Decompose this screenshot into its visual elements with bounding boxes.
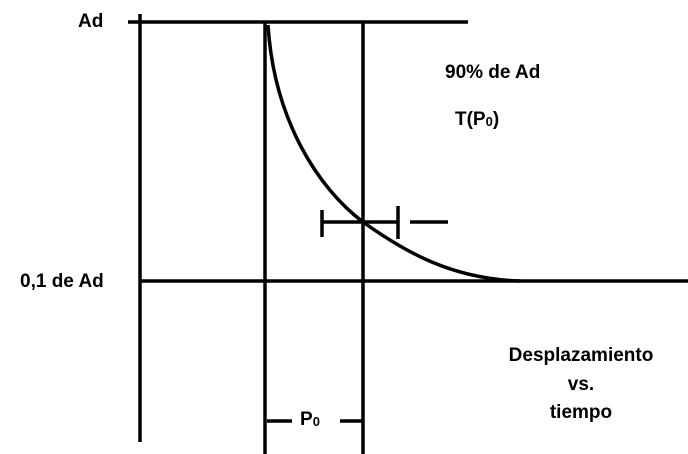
label-tenth: 0,1 de Ad xyxy=(20,271,104,292)
label-ad: Ad xyxy=(78,11,103,32)
caption-line: tiempo xyxy=(550,402,612,423)
label-ninety: 90% de Ad xyxy=(445,62,540,83)
caption-line: vs. xyxy=(568,374,594,395)
label-t-p0: T(P0) xyxy=(455,109,499,130)
caption-line: Desplazamiento xyxy=(509,345,654,366)
label-p0: P0 xyxy=(300,409,320,430)
